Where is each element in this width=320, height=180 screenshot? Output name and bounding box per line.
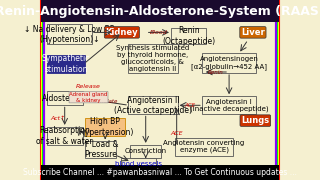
Text: Angiotensin I
(Inactive decapeptide): Angiotensin I (Inactive decapeptide) xyxy=(190,99,268,112)
FancyBboxPatch shape xyxy=(47,55,85,73)
Text: Kidney: Kidney xyxy=(106,28,138,37)
Text: blood vessels: blood vessels xyxy=(115,161,162,167)
Text: Angiotensin II
(Active octapeptide): Angiotensin II (Active octapeptide) xyxy=(114,96,192,115)
Text: Liver: Liver xyxy=(241,28,265,37)
Text: ↓ Na delivery & Low BP
(Hypotension)↓: ↓ Na delivery & Low BP (Hypotension)↓ xyxy=(24,24,115,44)
FancyBboxPatch shape xyxy=(121,158,156,170)
FancyBboxPatch shape xyxy=(47,127,83,145)
FancyBboxPatch shape xyxy=(202,96,257,114)
Text: Sympathetic
stimulation: Sympathetic stimulation xyxy=(42,54,90,74)
Text: Renin: Renin xyxy=(208,69,224,75)
Text: ACE: ACE xyxy=(170,131,183,136)
Text: Aldosterone: Aldosterone xyxy=(42,94,88,103)
Text: Release: Release xyxy=(76,84,101,89)
FancyBboxPatch shape xyxy=(41,0,279,22)
Text: Reabsorption
of salt & water: Reabsorption of salt & water xyxy=(36,126,93,146)
FancyBboxPatch shape xyxy=(175,138,233,156)
FancyBboxPatch shape xyxy=(41,165,279,180)
Text: Act↑: Act↑ xyxy=(50,116,65,121)
Text: Constriction: Constriction xyxy=(125,148,167,154)
Text: Angiotensinogen
[α2-globulin→452 AA]: Angiotensinogen [α2-globulin→452 AA] xyxy=(191,56,267,70)
FancyBboxPatch shape xyxy=(171,28,206,44)
Text: ACE: ACE xyxy=(184,103,195,108)
FancyBboxPatch shape xyxy=(202,53,257,73)
Text: Blood: Blood xyxy=(150,30,168,35)
FancyBboxPatch shape xyxy=(128,44,178,73)
Text: ↑ Load &
Pressure: ↑ Load & Pressure xyxy=(83,140,118,159)
Text: Angiotensin converting
enzyme (ACE): Angiotensin converting enzyme (ACE) xyxy=(164,140,245,153)
Text: Adrenal gland
& kidney: Adrenal gland & kidney xyxy=(69,92,108,103)
Text: Subscribe Channel ... #pawanbasniwal ... To Get Continuous updates ...: Subscribe Channel ... #pawanbasniwal ...… xyxy=(23,168,297,177)
Text: Renin
(Octapeptide): Renin (Octapeptide) xyxy=(162,26,215,46)
FancyBboxPatch shape xyxy=(85,141,116,158)
FancyBboxPatch shape xyxy=(47,91,83,105)
Text: High BP
(Hypertension): High BP (Hypertension) xyxy=(76,117,134,137)
FancyBboxPatch shape xyxy=(128,96,178,114)
Text: Stimulate: Stimulate xyxy=(92,99,118,104)
Text: Lungs: Lungs xyxy=(241,116,269,125)
Text: Renin-Angiotensin-Aldosterone-System (RAAS): Renin-Angiotensin-Aldosterone-System (RA… xyxy=(0,5,320,18)
FancyBboxPatch shape xyxy=(47,24,92,44)
FancyBboxPatch shape xyxy=(130,145,161,158)
FancyBboxPatch shape xyxy=(85,118,125,136)
Text: Synthesis stimulated
by thyroid hormone,
glucocorticoids, &
angiotensin II: Synthesis stimulated by thyroid hormone,… xyxy=(116,45,189,72)
